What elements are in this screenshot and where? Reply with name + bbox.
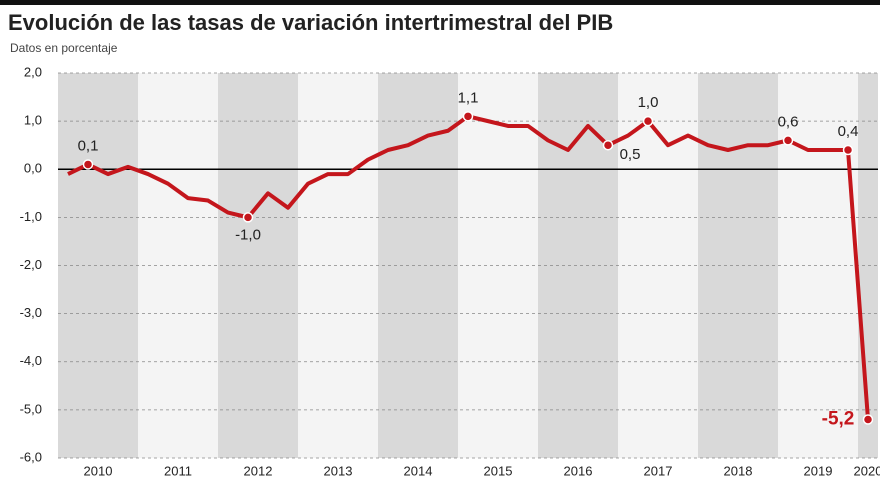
y-tick-label: -1,0	[20, 209, 42, 224]
y-tick-label: 2,0	[24, 64, 42, 79]
x-tick-label: 2011	[164, 463, 192, 478]
x-tick-label: 2015	[484, 463, 513, 478]
point	[642, 115, 654, 127]
value-label: 1,0	[638, 94, 659, 111]
x-tick-label: 2018	[724, 463, 753, 478]
point	[242, 212, 254, 223]
point	[842, 144, 854, 156]
value-label: 0,4	[838, 123, 859, 140]
y-tick-label: -2,0	[20, 257, 42, 272]
x-tick-label: 2019	[804, 463, 833, 478]
x-tick-label: 2012	[244, 463, 273, 478]
value-label: 0,6	[778, 113, 799, 130]
x-tick-label: 2014	[404, 463, 433, 478]
point	[862, 414, 874, 425]
value-label: -5,2	[822, 409, 855, 430]
x-tick-label: 2020	[854, 463, 880, 478]
value-label: 1,1	[458, 89, 479, 106]
value-label: 0,5	[620, 146, 641, 163]
chart-title: Evolución de las tasas de variación inte…	[8, 10, 613, 35]
y-tick-label: -3,0	[20, 305, 42, 320]
x-tick-label: 2016	[564, 463, 593, 478]
point	[82, 159, 94, 170]
point	[602, 139, 614, 151]
point	[462, 111, 474, 122]
value-label: 0,1	[78, 137, 99, 154]
y-tick-label: 0,0	[24, 161, 42, 176]
y-tick-label: 1,0	[24, 113, 42, 128]
top-bar	[0, 0, 880, 5]
x-tick-label: 2017	[644, 463, 673, 478]
point	[782, 135, 794, 146]
y-tick-label: -5,0	[20, 401, 42, 416]
x-tick-label: 2013	[324, 463, 353, 478]
chart-subtitle: Datos en porcentaje	[10, 41, 118, 55]
y-tick-label: -4,0	[20, 353, 42, 368]
y-tick-label: -6,0	[20, 449, 42, 464]
x-tick-label: 2010	[84, 463, 113, 478]
value-label: -1,0	[235, 226, 261, 243]
